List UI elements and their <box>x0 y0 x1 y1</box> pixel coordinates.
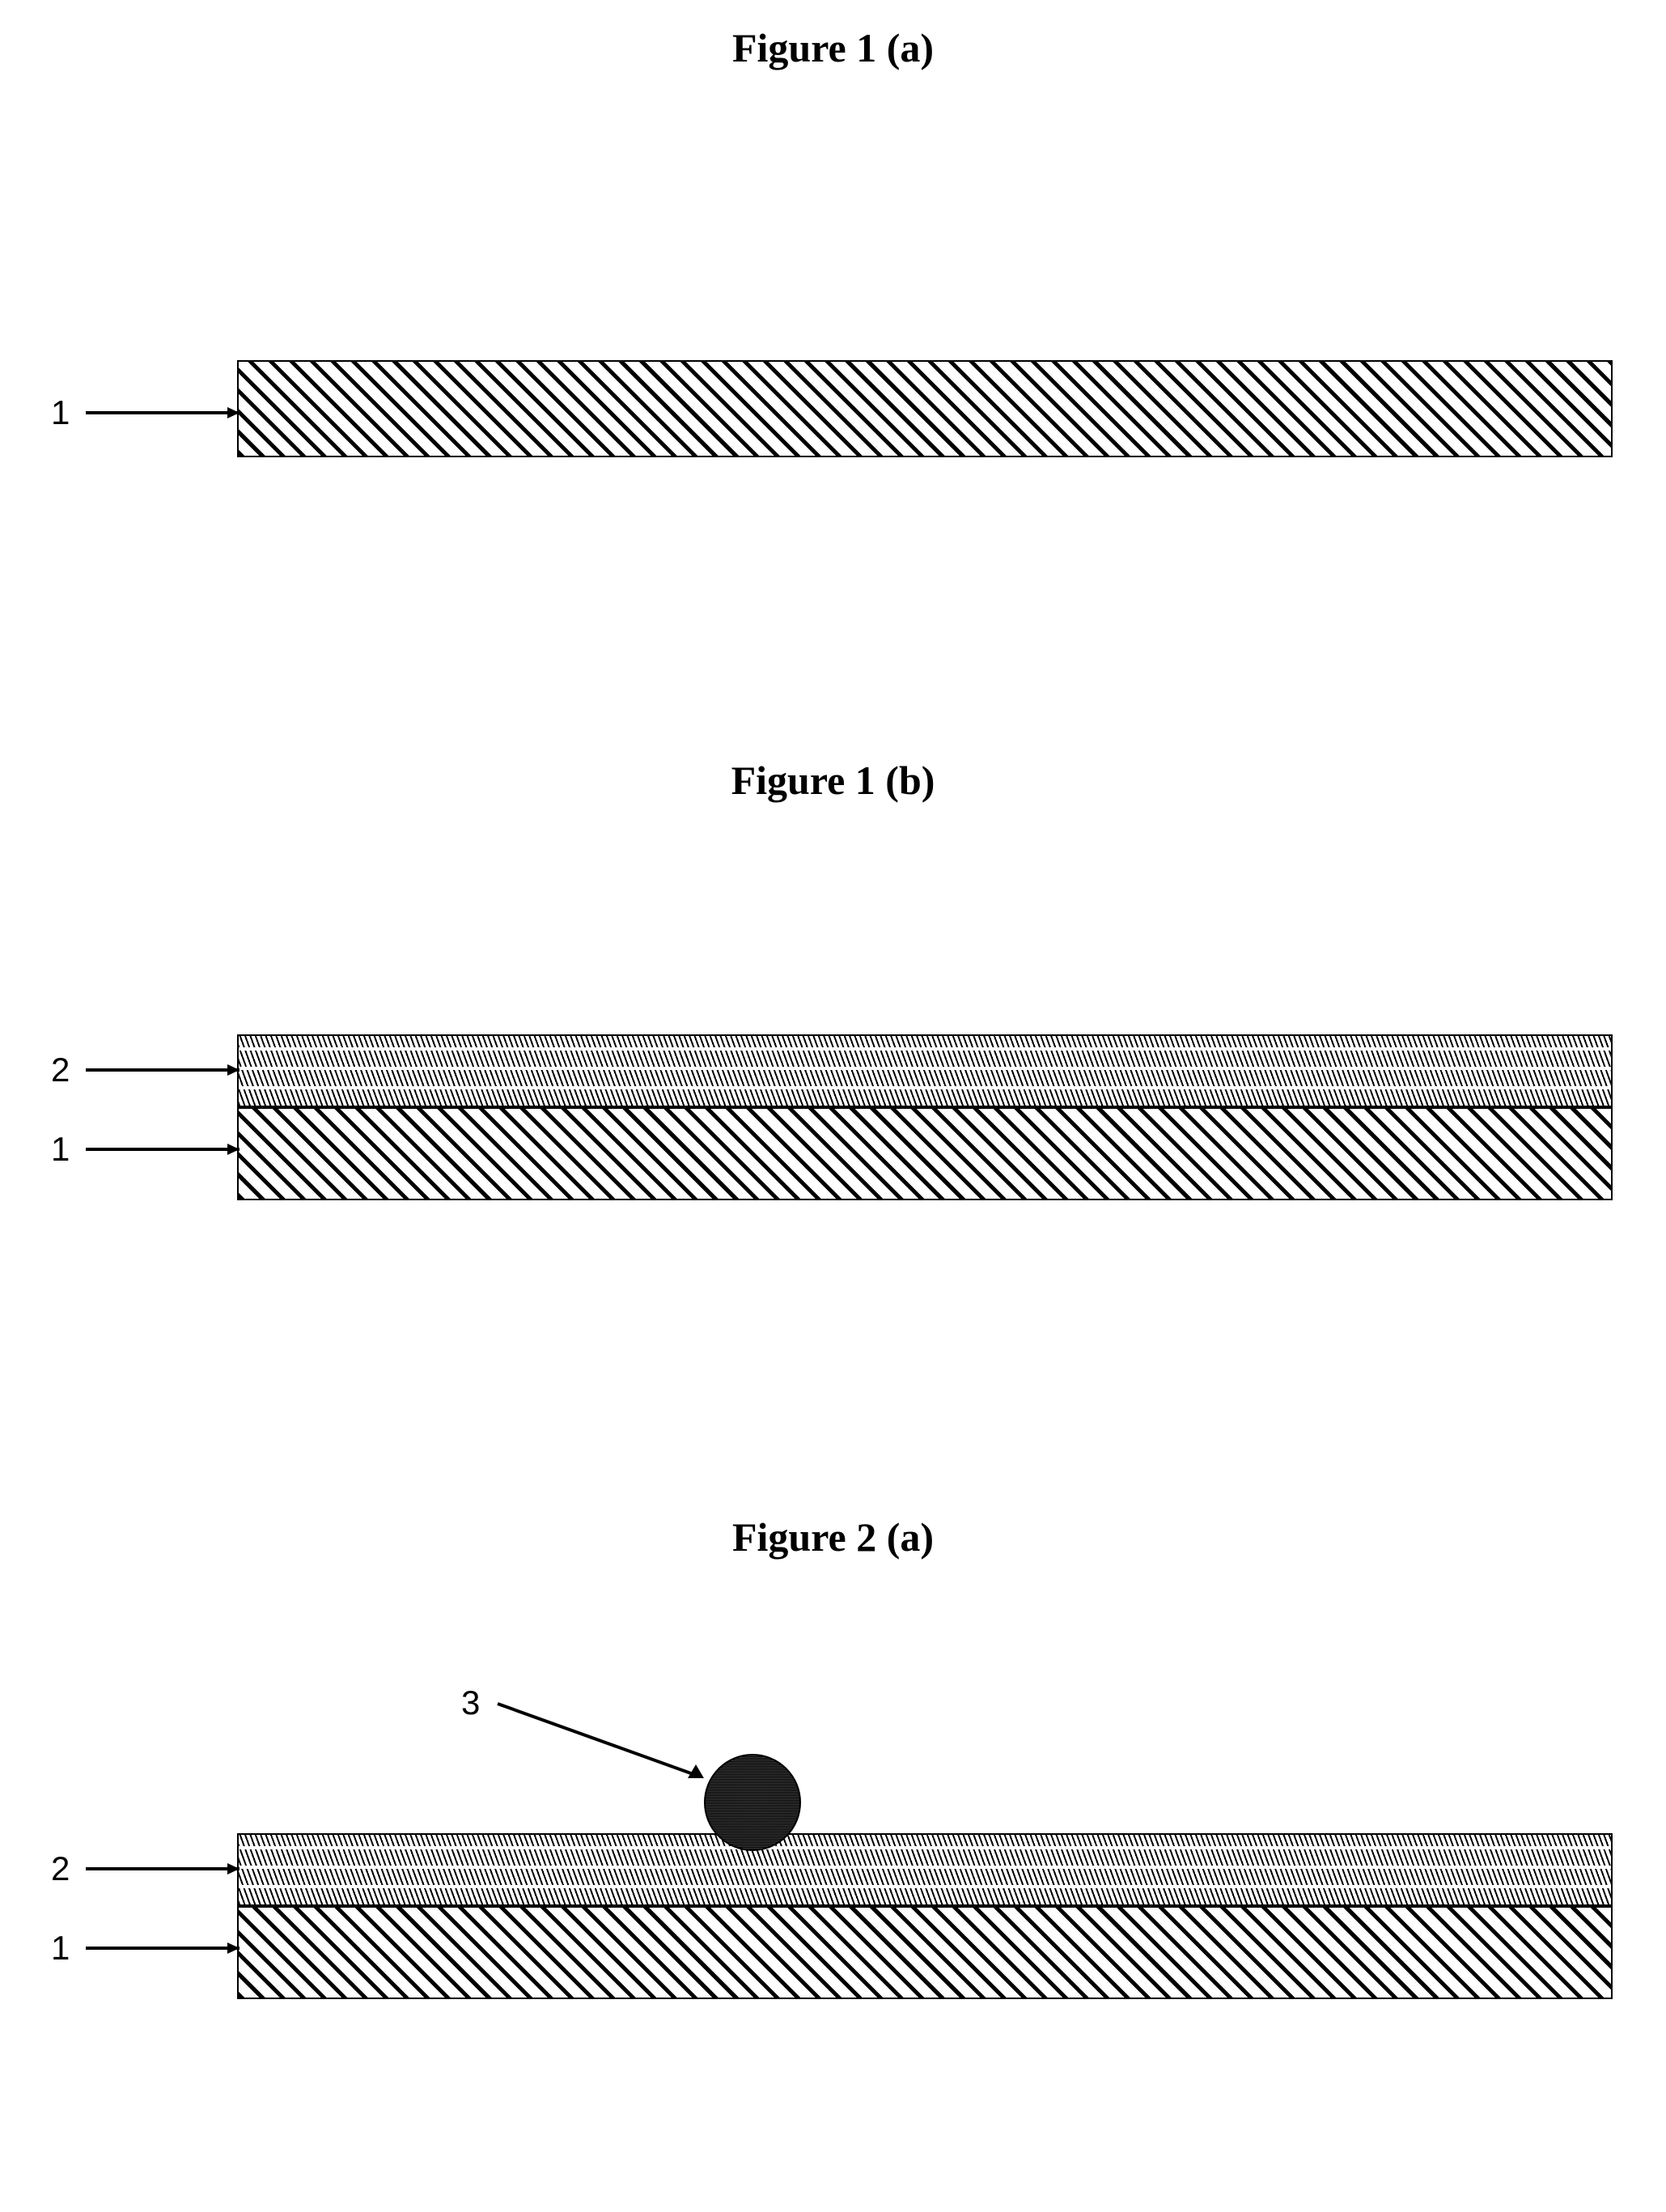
fig2a-label-1-group: 1 <box>51 1929 256 1968</box>
fig1b-label-1-group: 1 <box>51 1130 256 1169</box>
figure-1b-title: Figure 1 (b) <box>0 757 1666 804</box>
fig2a-label-2: 2 <box>51 1849 70 1888</box>
fig2a-layer-1 <box>237 1906 1613 1999</box>
fig2a-label-3-group: 3 <box>461 1683 480 1722</box>
arrow-icon <box>86 401 256 425</box>
fig2a-label-2-group: 2 <box>51 1849 256 1888</box>
fig1b-layer-1 <box>237 1107 1613 1200</box>
figure-2a-title: Figure 2 (a) <box>0 1514 1666 1560</box>
fig2a-layer-2 <box>237 1833 1613 1906</box>
figure-1a-title-text: Figure 1 (a) <box>732 25 934 70</box>
fig1b-layer-2 <box>237 1034 1613 1107</box>
fig1b-label-2-group: 2 <box>51 1051 256 1089</box>
fig2a-label-3: 3 <box>461 1683 480 1722</box>
fig1a-label-1-group: 1 <box>51 393 256 432</box>
arrow-icon <box>86 1137 256 1161</box>
fig1b-label-1: 1 <box>51 1130 70 1169</box>
figure-2a-title-text: Figure 2 (a) <box>732 1514 934 1560</box>
fig1a-layer-1 <box>237 360 1613 457</box>
figure-1a-title: Figure 1 (a) <box>0 24 1666 71</box>
fig2a-label-1: 1 <box>51 1929 70 1968</box>
arrow-icon <box>86 1936 256 1960</box>
arrow-diagonal-icon <box>494 1696 720 1801</box>
figure-1b-title-text: Figure 1 (b) <box>731 758 935 803</box>
fig1b-label-2: 2 <box>51 1051 70 1089</box>
arrow-icon <box>86 1058 256 1082</box>
arrow-icon <box>86 1857 256 1881</box>
fig1a-label-1: 1 <box>51 393 70 432</box>
